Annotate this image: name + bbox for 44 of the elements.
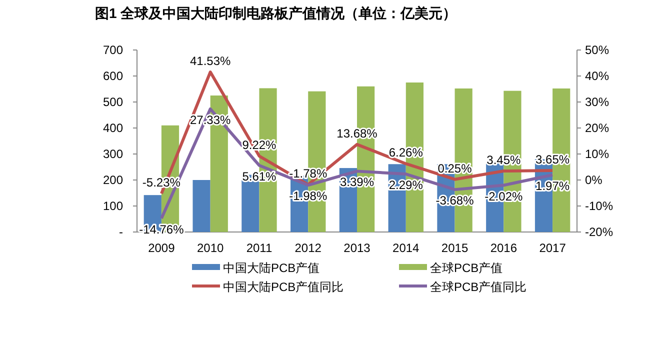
legend-label: 全球PCB产值同比: [430, 280, 527, 294]
data-label: -1.78%: [289, 166, 328, 181]
x-tick-label: 2011: [246, 241, 272, 255]
y2-tick-label: 10%: [585, 147, 610, 161]
x-tick-label: 2010: [196, 241, 224, 255]
data-label: 3.45%: [486, 153, 522, 168]
x-tick-label: 2012: [294, 241, 322, 255]
y2-tick-label: 30%: [585, 95, 610, 109]
x-tick-label: 2016: [490, 241, 518, 255]
data-label: 2.29%: [388, 178, 424, 192]
y2-tick-label: -20%: [585, 225, 614, 239]
chart-title: 图1 全球及中国大陆印制电路板产值情况（单位：亿美元）: [95, 5, 457, 21]
legend-label: 中国大陆PCB产值同比: [223, 280, 344, 294]
data-label: -1.98%: [289, 189, 328, 204]
x-tick-label: 2017: [539, 241, 566, 255]
x-tick-label: 2009: [148, 241, 176, 255]
y2-tick-label: 0%: [585, 173, 603, 187]
y2-tick-label: 40%: [585, 69, 610, 83]
y-tick-label: 600: [102, 69, 124, 83]
x-tick-label: 2013: [344, 241, 371, 255]
y-tick-label: 300: [102, 147, 124, 161]
data-label: -2.02%: [484, 189, 524, 204]
bar: [192, 180, 210, 232]
y-tick-label: 700: [102, 43, 124, 57]
y-tick-label: 400: [102, 121, 124, 135]
y2-tick-label: -10%: [585, 199, 614, 213]
y-tick-label: 500: [102, 95, 124, 109]
data-label: 3.39%: [340, 175, 374, 190]
x-tick-label: 2014: [392, 241, 420, 255]
y2-tick-label: 50%: [585, 43, 610, 57]
y-tick-label: 200: [102, 173, 124, 187]
legend-label: 中国大陆PCB产值: [223, 261, 320, 275]
x-tick-label: 2015: [441, 241, 468, 255]
data-label: 3.65%: [536, 152, 570, 167]
data-label: 5.61%: [242, 169, 277, 184]
data-label: -14.76%: [139, 222, 184, 236]
y-tick-label: 100: [102, 199, 124, 213]
legend-label: 全球PCB产值: [430, 261, 503, 275]
data-label: 1.97%: [536, 178, 570, 193]
y2-tick-label: 20%: [585, 121, 610, 135]
data-label: 41.53%: [190, 54, 232, 68]
data-label: -3.68%: [436, 194, 474, 208]
data-label: 0.25%: [438, 161, 472, 176]
y-tick-label: -: [119, 225, 123, 239]
